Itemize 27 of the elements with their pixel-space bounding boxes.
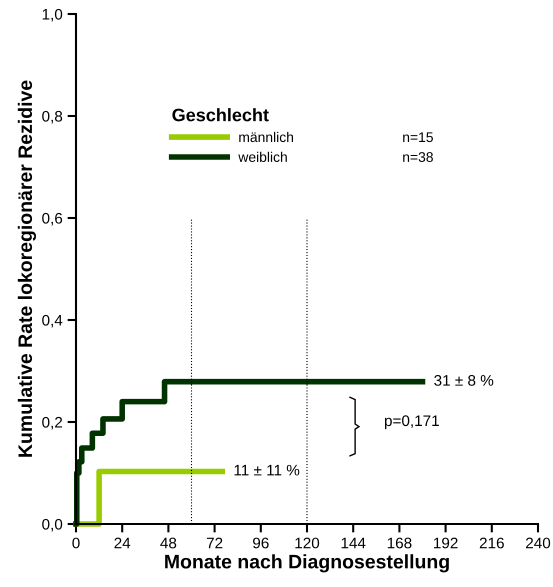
annotation: p=0,171 (384, 415, 439, 430)
x-tick-label: 240 (526, 538, 550, 548)
x-tick-label: 48 (160, 538, 176, 548)
y-tick-label: 0,2 (42, 416, 62, 430)
y-tick-label: 1,0 (42, 8, 62, 22)
x-tick-label: 96 (253, 538, 269, 548)
x-axis-title: Monate nach Diagnosestellung (165, 554, 449, 572)
annotation: 11 ± 11 % (234, 464, 300, 476)
legend-title: Geschlecht (172, 108, 269, 122)
x-tick-label: 168 (388, 538, 412, 548)
annotation: n=15 (403, 132, 433, 142)
legend-label: weiblich (238, 152, 287, 162)
x-tick-label: 120 (295, 538, 320, 548)
x-tick-label: 72 (206, 538, 222, 548)
y-tick-label: 0,4 (42, 314, 62, 328)
x-tick-label: 144 (342, 538, 366, 548)
y-tick-label: 0,0 (42, 518, 62, 532)
x-tick-label: 24 (114, 538, 130, 548)
y-tick-label: 0,6 (42, 212, 62, 226)
x-tick-label: 192 (434, 538, 458, 548)
annotation: 31 ± 8 % (434, 374, 494, 386)
y-tick-label: 0,8 (42, 110, 62, 124)
x-tick-label: 216 (480, 538, 504, 548)
y-axis-title: Kumulative Rate lokoregionärer Rezidive (18, 80, 36, 457)
annotation: n=38 (403, 152, 433, 162)
x-tick-label: 0 (72, 538, 80, 548)
legend-label: männlich (239, 132, 294, 142)
